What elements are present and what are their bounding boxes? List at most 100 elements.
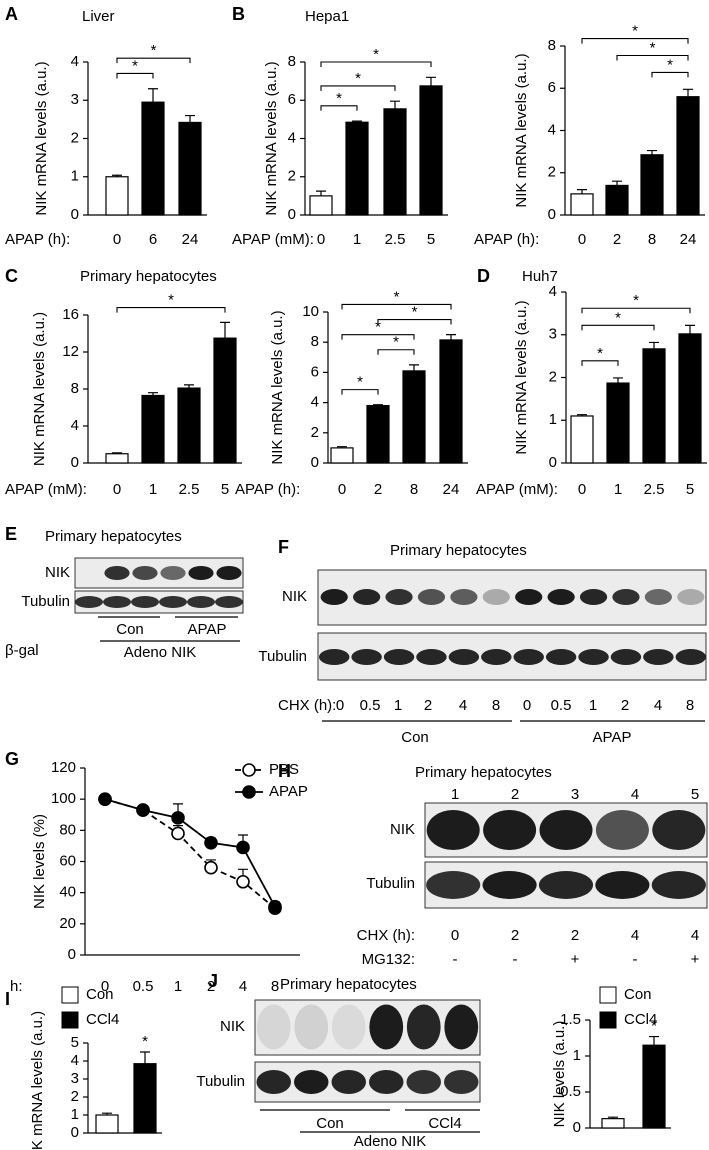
blot-band	[132, 566, 158, 580]
panel-letter: J	[208, 971, 218, 991]
y-tick-label: 120	[51, 759, 76, 776]
treatment-label: MG132:	[362, 951, 415, 968]
legend-label: CCl4	[624, 1011, 657, 1028]
treatment-value: -	[453, 951, 458, 968]
lane-value: 0.5	[551, 697, 572, 714]
blot-band	[448, 649, 480, 665]
blot-band	[294, 1070, 329, 1094]
blot-band	[538, 871, 594, 899]
row-label: Tubulin	[366, 875, 415, 892]
bar	[678, 333, 702, 464]
blot-band	[216, 566, 242, 580]
significance-label: *	[336, 90, 342, 107]
data-point	[236, 840, 250, 855]
x-tick-label: 1	[614, 481, 622, 498]
blot-band	[256, 1004, 291, 1050]
y-tick-label: 0	[288, 206, 296, 223]
x-tick-label: 24	[182, 231, 199, 248]
blot-strip	[74, 557, 244, 589]
error-bar	[613, 377, 623, 384]
lane-number: 1	[451, 786, 459, 803]
legend-label: CCl4	[86, 1011, 119, 1028]
legend-swatch	[61, 986, 79, 1004]
blot-band	[318, 649, 350, 665]
significance-bracket	[581, 307, 691, 314]
error-bar	[446, 334, 456, 340]
data-point	[171, 811, 185, 825]
series-line	[104, 798, 276, 908]
y-axis-label: NIK mRNA levels (a.u.)	[29, 1011, 46, 1150]
x-tick-label: 6	[149, 231, 157, 248]
group-label: Con	[316, 1115, 344, 1132]
group-label: Con	[401, 729, 429, 746]
bar	[642, 1044, 666, 1129]
x-tick-label: 8	[648, 231, 656, 248]
x-tick-label: 0	[338, 481, 346, 498]
blot-band	[331, 1070, 366, 1094]
significance-label: *	[667, 56, 673, 73]
significance-bracket	[320, 61, 432, 67]
legend-marker	[242, 785, 256, 799]
bar	[309, 195, 333, 216]
blot-band	[545, 649, 577, 665]
y-tick-label: 0	[549, 454, 557, 471]
y-tick-label: 6	[288, 91, 296, 108]
lane-value: 0	[336, 697, 344, 714]
blot-band	[369, 1004, 404, 1050]
blot-band	[652, 810, 706, 850]
blot-band	[595, 810, 649, 850]
y-tick-label: 0	[71, 1124, 79, 1141]
blot-band	[677, 589, 705, 605]
legend-swatch	[599, 986, 617, 1004]
significance-bracket	[341, 303, 452, 310]
chart-title: Hepa1	[305, 8, 349, 25]
bar	[177, 387, 201, 464]
x-tick-label: 8	[271, 978, 279, 995]
blot-band	[256, 1070, 291, 1094]
legend-label: Con	[624, 986, 652, 1003]
panel-letter: H	[278, 761, 291, 781]
y-tick-label: 0	[71, 454, 79, 471]
lane-value: 1	[394, 697, 402, 714]
blot-band	[651, 871, 706, 899]
row-label: Tubulin	[258, 648, 307, 665]
panel-letter: C	[5, 266, 18, 286]
error-bar	[184, 384, 194, 389]
y-tick-label: 12	[62, 343, 79, 360]
legend-label: APAP	[269, 783, 308, 800]
significance-label: *	[132, 57, 138, 74]
blot-band	[351, 649, 382, 665]
lane-value: 1	[589, 697, 597, 714]
y-tick-label: 0	[71, 206, 79, 223]
significance-bracket	[341, 334, 415, 340]
error-bar	[148, 392, 158, 396]
bar	[402, 370, 426, 464]
treatment-value: -	[633, 951, 638, 968]
y-tick-label: 4	[311, 394, 319, 411]
bar	[105, 176, 129, 216]
blot-band	[483, 810, 537, 850]
blot-band	[481, 649, 512, 665]
y-tick-label: 16	[62, 306, 79, 323]
x-tick-label: 0	[578, 481, 586, 498]
bar	[383, 108, 407, 216]
error-bar	[337, 446, 347, 448]
blot-band	[406, 1004, 441, 1050]
bar	[345, 121, 369, 216]
panel-letter: G	[5, 749, 19, 769]
blot-band	[320, 589, 348, 605]
lane-value: 0.5	[360, 697, 381, 714]
lane-number: 4	[631, 786, 639, 803]
significance-bracket	[116, 72, 154, 79]
data-point	[268, 899, 282, 914]
y-tick-label: 4	[288, 129, 296, 146]
blot-band	[103, 596, 131, 608]
y-tick-label: 10	[302, 303, 319, 320]
blot-title: Primary hepatocytes	[45, 528, 182, 545]
blot-title: Primary hepatocytes	[390, 542, 527, 559]
blot-band	[579, 589, 608, 605]
lane-number: 3	[571, 786, 579, 803]
lane-value: 2	[424, 697, 432, 714]
